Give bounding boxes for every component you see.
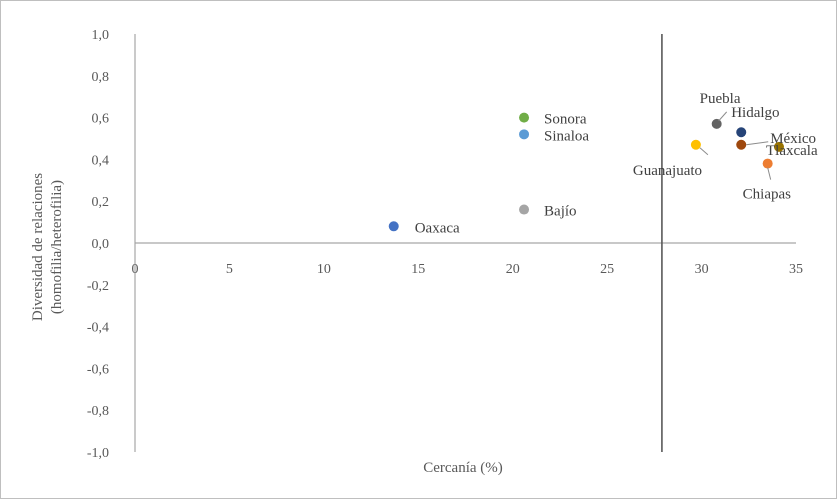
data-point — [711, 118, 722, 129]
y-tick-label: -0,6 — [87, 362, 109, 377]
x-axis-label: Cercanía (%) — [423, 460, 503, 476]
leader-line — [767, 167, 772, 180]
x-tick-label: 0 — [132, 262, 139, 277]
data-point — [388, 221, 399, 232]
x-tick-label: 30 — [695, 262, 709, 277]
x-tick-label: 20 — [506, 262, 520, 277]
data-point — [774, 141, 785, 152]
y-axis-label-line: Diversidad de relaciones — [30, 173, 46, 321]
y-tick-label: -0,8 — [87, 404, 109, 419]
data-point — [736, 127, 747, 138]
y-tick-label: 0,4 — [92, 153, 110, 168]
tick-labels: 0 5 10 15 20 25 30 35 1,0 0,8 0,6 0,4 0,2 0,0 -0,2 -0,4… — [87, 28, 803, 461]
x-tick-label: 35 — [789, 262, 803, 277]
axes — [134, 34, 796, 452]
data-point — [519, 129, 530, 140]
point-label: Sinaloa — [544, 128, 589, 144]
y-tick-label: 0,0 — [92, 237, 110, 252]
y-tick-label: 0,2 — [92, 195, 110, 210]
point-label: Bajío — [544, 204, 577, 220]
x-tick-label: 25 — [600, 262, 614, 277]
y-tick-label: -1,0 — [87, 446, 109, 461]
point-label: México — [770, 131, 816, 147]
data-point — [736, 139, 747, 150]
leader-line — [718, 111, 728, 122]
point-label: Guanajuato — [633, 163, 702, 179]
y-tick-label: -0,2 — [87, 279, 109, 294]
y-tick-label: 0,6 — [92, 112, 110, 127]
y-tick-label: 0,8 — [92, 70, 110, 85]
point-label: Tlaxcala — [766, 143, 818, 159]
y-axis-label-line: (homofilia/heterofilia) — [49, 180, 65, 314]
x-tick-label: 15 — [411, 262, 425, 277]
data-point — [690, 139, 701, 150]
leader-line — [699, 147, 709, 156]
data-point — [519, 204, 530, 215]
x-tick-label: 10 — [317, 262, 331, 277]
x-tick-label: 5 — [226, 262, 233, 277]
leader-line — [746, 141, 769, 146]
point-label: Sonora — [544, 112, 587, 128]
data-point — [762, 158, 773, 169]
point-label: Chiapas — [743, 187, 791, 203]
y-tick-label: -0,4 — [87, 321, 109, 336]
data-point — [519, 112, 530, 123]
point-label: Puebla — [700, 91, 741, 107]
y-axis-label: Diversidad de relaciones (homofilia/heter… — [30, 173, 65, 321]
point-label: Hidalgo — [731, 105, 779, 121]
data-points — [388, 112, 785, 232]
y-tick-label: 1,0 — [92, 28, 110, 43]
point-label: Oaxaca — [415, 220, 460, 236]
